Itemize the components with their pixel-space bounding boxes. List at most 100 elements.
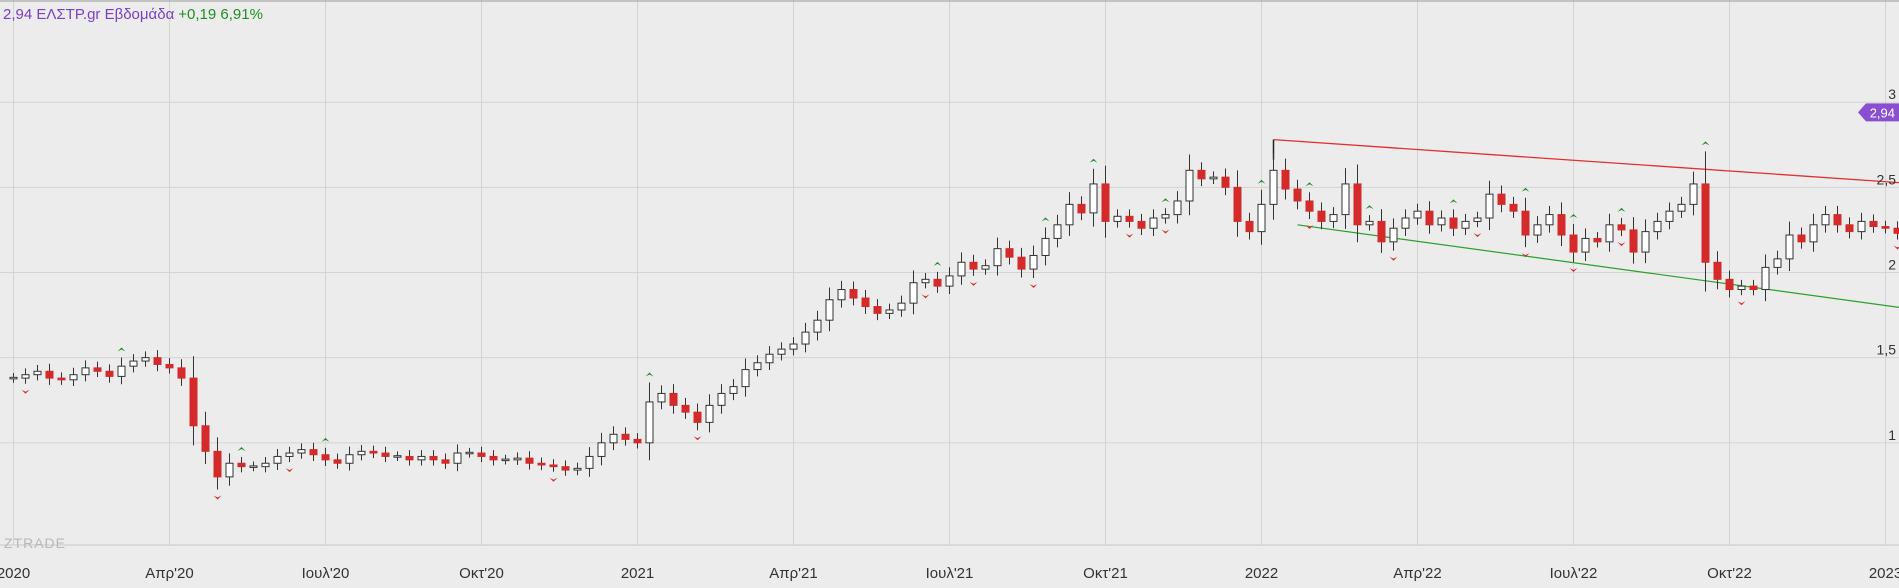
candle[interactable] (1569, 223, 1578, 263)
candle[interactable] (549, 459, 558, 472)
candle[interactable] (909, 270, 918, 315)
candle[interactable] (1413, 203, 1422, 225)
candle[interactable] (1545, 205, 1554, 233)
candle[interactable] (261, 456, 270, 473)
candle[interactable] (1821, 205, 1830, 233)
candle[interactable] (873, 299, 882, 321)
candle[interactable] (1137, 213, 1146, 235)
candle[interactable] (1005, 240, 1014, 265)
candle[interactable] (1785, 221, 1794, 271)
candle[interactable] (1509, 196, 1518, 218)
candle[interactable] (1257, 189, 1266, 245)
candle[interactable] (1605, 213, 1614, 252)
candle[interactable] (405, 450, 414, 466)
candle[interactable] (1845, 217, 1854, 239)
candle[interactable] (1317, 202, 1326, 230)
candle[interactable] (273, 448, 282, 470)
candle[interactable] (237, 456, 246, 473)
candle[interactable] (1029, 245, 1038, 278)
candle[interactable] (1773, 250, 1782, 275)
candle[interactable] (21, 368, 30, 384)
candle[interactable] (321, 447, 330, 467)
resistance-trendline[interactable] (1273, 139, 1899, 217)
candle[interactable] (645, 382, 654, 461)
candle[interactable] (1677, 196, 1686, 218)
candle[interactable] (309, 442, 318, 461)
candle[interactable] (417, 450, 426, 466)
candle[interactable] (1101, 165, 1110, 238)
candle[interactable] (1197, 162, 1206, 187)
candle[interactable] (801, 322, 810, 353)
candle[interactable] (1701, 151, 1710, 292)
candle[interactable] (1269, 153, 1278, 220)
candle[interactable] (681, 397, 690, 419)
candle[interactable] (1617, 217, 1626, 237)
candle[interactable] (189, 356, 198, 446)
candle[interactable] (1365, 215, 1374, 231)
candle[interactable] (453, 444, 462, 472)
candle[interactable] (1017, 247, 1026, 278)
candle[interactable] (765, 346, 774, 371)
candle[interactable] (249, 461, 258, 472)
candle[interactable] (933, 271, 942, 293)
candle[interactable] (1185, 154, 1194, 216)
candle[interactable] (789, 337, 798, 356)
candle[interactable] (741, 358, 750, 397)
candle[interactable] (1689, 171, 1698, 216)
candle[interactable] (1089, 168, 1098, 227)
candle[interactable] (1533, 216, 1542, 243)
candle[interactable] (1065, 192, 1074, 236)
candle[interactable] (177, 359, 186, 386)
candle[interactable] (1041, 227, 1050, 266)
candle[interactable] (1641, 219, 1650, 264)
candle[interactable] (585, 447, 594, 477)
candle[interactable] (1881, 220, 1890, 234)
candle[interactable] (105, 364, 114, 383)
candle[interactable] (921, 273, 930, 289)
candle[interactable] (1341, 168, 1350, 229)
candle[interactable] (1077, 196, 1086, 221)
candle[interactable] (45, 363, 54, 385)
candle[interactable] (1305, 192, 1314, 220)
candle[interactable] (753, 355, 762, 377)
candle[interactable] (1665, 202, 1674, 230)
candle[interactable] (213, 437, 222, 490)
candle[interactable] (1749, 279, 1758, 296)
candle[interactable] (1893, 221, 1899, 240)
candle[interactable] (141, 351, 150, 367)
candle[interactable] (1653, 212, 1662, 240)
candle[interactable] (993, 237, 1002, 276)
candle[interactable] (477, 446, 486, 463)
candle[interactable] (1401, 209, 1410, 237)
candle[interactable] (357, 445, 366, 461)
candle[interactable] (1797, 227, 1806, 249)
candle[interactable] (345, 446, 354, 471)
candle[interactable] (1449, 209, 1458, 237)
candle[interactable] (1173, 191, 1182, 224)
candle[interactable] (621, 427, 630, 446)
candle[interactable] (153, 350, 162, 372)
candle[interactable] (1293, 179, 1302, 210)
candle[interactable] (597, 432, 606, 466)
candle[interactable] (1485, 180, 1494, 231)
candle[interactable] (501, 454, 510, 465)
candle[interactable] (729, 379, 738, 401)
candle[interactable] (1857, 212, 1866, 240)
candle[interactable] (981, 259, 990, 275)
candle[interactable] (1149, 209, 1158, 237)
candle[interactable] (1629, 217, 1638, 264)
support-trendline[interactable] (1297, 224, 1899, 375)
candle[interactable] (1221, 168, 1230, 196)
candle[interactable] (777, 342, 786, 361)
candle[interactable] (513, 452, 522, 465)
candle[interactable] (129, 354, 138, 373)
candle[interactable] (1557, 202, 1566, 247)
candle[interactable] (633, 433, 642, 449)
candle[interactable] (657, 385, 666, 410)
candle[interactable] (837, 280, 846, 308)
candle[interactable] (381, 446, 390, 463)
candle[interactable] (441, 453, 450, 469)
candle[interactable] (693, 403, 702, 431)
candle[interactable] (1833, 205, 1842, 233)
candle[interactable] (1209, 171, 1218, 184)
